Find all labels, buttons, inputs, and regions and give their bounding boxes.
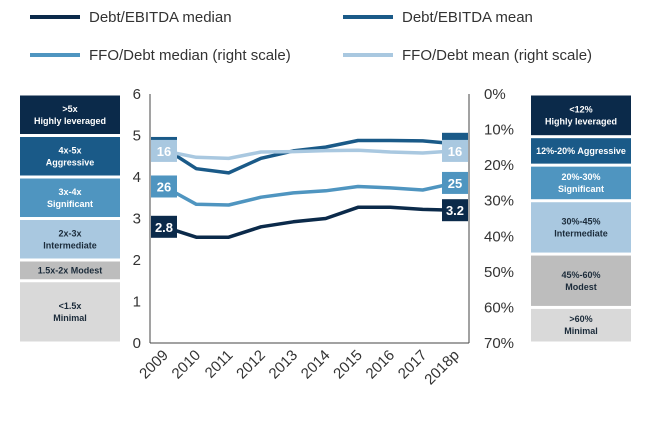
band-label: Significant <box>47 199 93 209</box>
band-label: <1.5x <box>59 301 82 311</box>
series-end-label-box <box>442 139 468 162</box>
band-label: Aggressive <box>46 157 95 167</box>
series-end-label: 3.2 <box>446 203 464 218</box>
series-start-label: 2.8 <box>155 220 173 235</box>
series-end-labels: 2.83.24.74.826251616 <box>151 132 468 238</box>
series-start-label-box <box>151 175 177 198</box>
series-start-label-box <box>151 139 177 162</box>
band-box <box>20 137 120 176</box>
series-end-label: 25 <box>448 176 462 191</box>
legend-label: FFO/Debt mean (right scale) <box>402 47 592 64</box>
right-y-axis: 0% 10% 20% 30% 40% 50% 60% 70% <box>468 86 514 352</box>
band-label: Intermediate <box>554 228 608 238</box>
band-label: >60% <box>569 314 592 324</box>
band-box <box>20 95 120 134</box>
right-tick-label: 50% <box>484 264 514 281</box>
x-tick-label: 2010 <box>169 347 205 383</box>
right-tick-label: 30% <box>484 193 514 210</box>
left-tick-label: 4 <box>133 169 141 186</box>
x-tick-label: 2014 <box>298 347 334 383</box>
right-risk-bands: <12% Highly leveraged 12%-20% Aggressive 20… <box>531 95 631 342</box>
left-tick-label: 5 <box>133 128 141 145</box>
band-box <box>531 308 631 342</box>
series-line <box>163 181 456 207</box>
right-tick-label: 0% <box>484 86 506 103</box>
legend-label: Debt/EBITDA mean <box>402 9 533 26</box>
series-end-label-box <box>442 199 468 222</box>
right-tick-label: 40% <box>484 228 514 245</box>
right-tick-label: 70% <box>484 335 514 352</box>
x-axis: 2009201020112012201320142015201620172018… <box>136 342 469 389</box>
legend-label: Debt/EBITDA median <box>89 9 232 26</box>
band-box <box>531 202 631 253</box>
band-label: 30%-45% <box>561 216 600 226</box>
x-tick-label: 2009 <box>136 347 172 383</box>
left-tick-label: 2 <box>133 252 141 269</box>
series-lines <box>163 138 456 239</box>
x-tick-label: 2011 <box>202 347 237 382</box>
band-box <box>531 95 631 136</box>
band-label: >5x <box>62 104 77 114</box>
band-box <box>531 255 631 306</box>
series-line <box>163 138 456 175</box>
band-label: 3x-4x <box>58 187 81 197</box>
series-start-label-box <box>151 215 177 238</box>
band-box <box>20 220 120 259</box>
band-box <box>20 178 120 217</box>
series-line <box>163 148 456 161</box>
band-label: 12%-20% Aggressive <box>536 146 626 156</box>
band-box <box>531 166 631 200</box>
series-line <box>163 205 456 239</box>
x-tick-label: 2018p <box>421 347 463 389</box>
band-label: Modest <box>565 282 597 292</box>
band-label: 2x-3x <box>58 228 81 238</box>
series-end-label-box <box>442 171 468 194</box>
left-tick-label: 1 <box>133 294 141 311</box>
x-tick-label: 2012 <box>233 347 269 383</box>
x-tick-label: 2015 <box>330 347 366 383</box>
left-risk-bands: >5x Highly leveraged 4x-5x Aggressive 3x-4x S… <box>20 95 120 342</box>
band-label: Minimal <box>53 313 87 323</box>
band-label: 45%-60% <box>561 270 600 280</box>
left-tick-label: 3 <box>133 211 141 228</box>
band-label: Minimal <box>564 326 598 336</box>
band-label: 4x-5x <box>58 145 81 155</box>
band-label: Intermediate <box>43 240 97 250</box>
band-label: Highly leveraged <box>34 116 106 126</box>
series-end-label: 16 <box>448 144 462 159</box>
band-label: Significant <box>558 184 604 194</box>
right-tick-label: 60% <box>484 299 514 316</box>
right-tick-label: 10% <box>484 122 514 139</box>
left-tick-label: 0 <box>133 335 141 352</box>
right-tick-label: 20% <box>484 157 514 174</box>
band-label: 20%-30% <box>561 172 600 182</box>
band-label: 1.5x-2x Modest <box>38 265 103 275</box>
band-label: <12% <box>569 104 592 114</box>
band-box <box>531 138 631 164</box>
legend-label: FFO/Debt median (right scale) <box>89 47 291 64</box>
x-tick-label: 2013 <box>266 347 302 383</box>
x-tick-label: 2016 <box>363 347 399 383</box>
series-start-label: 26 <box>157 179 171 194</box>
left-tick-label: 6 <box>133 86 141 103</box>
band-label: Highly leveraged <box>545 116 617 126</box>
band-box <box>20 282 120 342</box>
band-box <box>20 261 120 280</box>
series-start-label: 16 <box>157 144 171 159</box>
left-y-axis: 0 1 2 3 4 5 6 <box>133 86 151 352</box>
chart-legend: Debt/EBITDA median Debt/EBITDA mean FFO/De… <box>30 9 592 64</box>
